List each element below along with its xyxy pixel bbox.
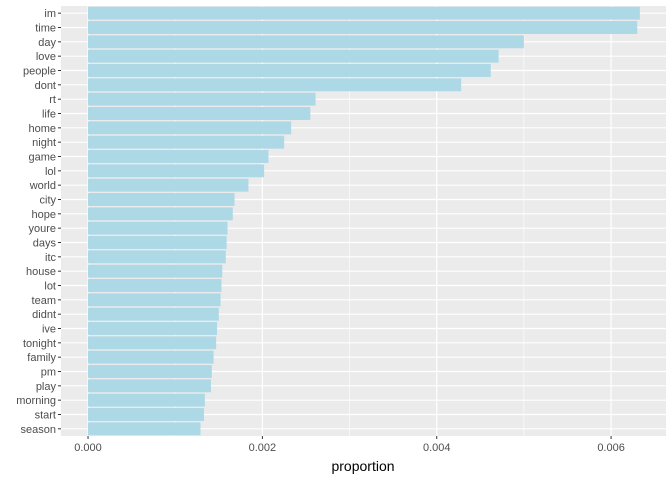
bar-life <box>88 107 311 120</box>
y-tick-label: youre <box>28 223 56 235</box>
y-tick-label: tonight <box>23 338 56 350</box>
y-tick-label: city <box>40 195 57 207</box>
bar-home <box>88 121 292 135</box>
bar-youre <box>88 221 228 235</box>
y-tick-label: day <box>38 37 56 49</box>
y-tick-label: lot <box>44 281 56 293</box>
y-tick-label: time <box>35 23 56 35</box>
x-tick-labels: 0.000 0.002 0.004 0.006 <box>74 442 625 454</box>
bar-dont <box>88 78 462 92</box>
bar-city <box>88 193 235 206</box>
bar-world <box>88 178 249 192</box>
y-tick-label: world <box>29 180 56 192</box>
y-tick-label: life <box>42 109 56 121</box>
bar-day <box>88 35 524 49</box>
x-tick-label: 0.000 <box>74 442 102 454</box>
bar-pm <box>88 365 212 378</box>
y-tick-label: itc <box>45 252 57 264</box>
x-tick-label: 0.004 <box>423 442 451 454</box>
y-tick-label: morning <box>16 395 56 407</box>
y-tick-label: lol <box>45 166 56 178</box>
y-tick-label: night <box>32 137 56 149</box>
y-tick-label: ive <box>42 324 56 336</box>
bar-morning <box>88 393 205 407</box>
x-tick-label: 0.002 <box>249 442 277 454</box>
x-tick-label: 0.006 <box>597 442 625 454</box>
bar-game <box>88 150 269 163</box>
y-tick-labels: im time day love people dont rt life home night ga… <box>16 8 56 436</box>
bar-tonight <box>88 336 217 350</box>
bar-days <box>88 236 227 249</box>
x-ticks <box>87 436 612 439</box>
y-tick-label: family <box>27 352 56 364</box>
bar-didnt <box>88 307 219 321</box>
bar-start <box>88 408 204 421</box>
bar-rt <box>88 92 316 106</box>
y-ticks <box>58 12 61 430</box>
y-tick-label: im <box>44 8 56 20</box>
y-tick-label: house <box>26 266 56 278</box>
y-tick-label: love <box>36 51 56 63</box>
bars <box>88 6 640 436</box>
y-tick-label: team <box>32 295 56 307</box>
x-axis-title: proportion <box>331 458 394 474</box>
y-tick-label: didnt <box>32 309 56 321</box>
bar-play <box>88 379 211 393</box>
bar-lol <box>88 164 265 178</box>
bar-time <box>88 21 638 34</box>
y-tick-label: play <box>36 381 57 393</box>
y-tick-label: people <box>23 66 56 78</box>
bar-family <box>88 350 214 364</box>
y-tick-label: days <box>33 238 57 250</box>
bar-people <box>88 64 491 77</box>
minor-gridlines <box>174 6 525 436</box>
bar-itc <box>88 250 226 264</box>
bar-im <box>88 6 640 20</box>
bar-house <box>88 264 223 278</box>
y-tick-label: game <box>28 152 56 164</box>
y-tick-label: start <box>35 410 56 422</box>
bar-hope <box>88 207 233 221</box>
plot-panel <box>61 6 666 436</box>
y-tick-label: rt <box>49 94 56 106</box>
bar-ive <box>88 322 218 335</box>
y-tick-label: hope <box>32 209 56 221</box>
y-tick-label: season <box>21 424 56 436</box>
y-tick-label: dont <box>35 80 56 92</box>
bar-season <box>88 422 201 436</box>
y-tick-label: pm <box>41 367 56 379</box>
bar-night <box>88 135 285 149</box>
y-tick-label: home <box>28 123 56 135</box>
bar-team <box>88 293 221 307</box>
bar-lot <box>88 279 222 292</box>
bar-love <box>88 49 499 63</box>
